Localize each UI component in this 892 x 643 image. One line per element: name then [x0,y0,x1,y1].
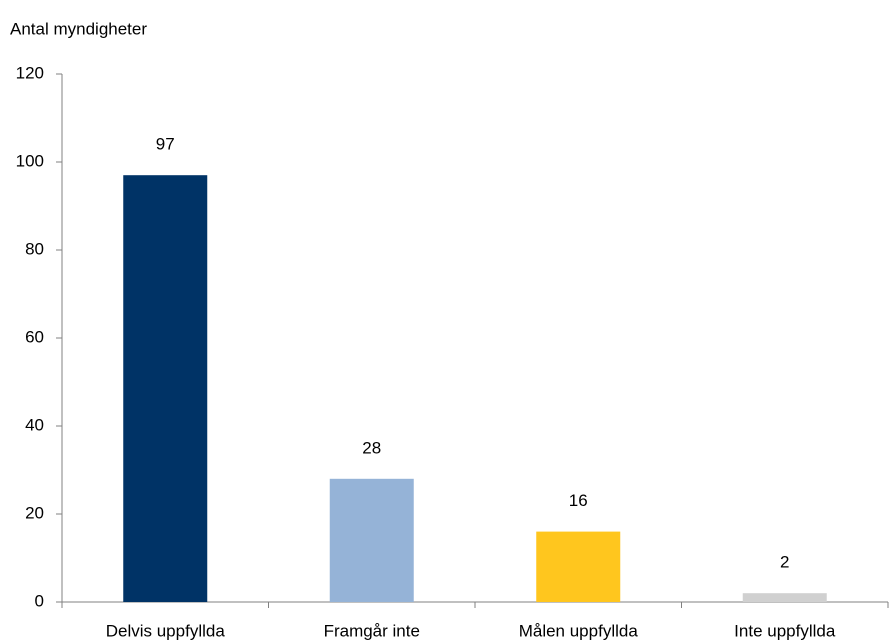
data-label: 97 [156,135,175,154]
x-tick-label: Målen uppfyllda [519,621,639,640]
y-tick-label: 20 [25,503,44,522]
bar [123,175,208,602]
bar [742,593,827,602]
x-tick-label: Framgår inte [324,621,420,640]
data-label: 28 [362,438,381,457]
x-tick-label: Delvis uppfyllda [106,621,226,640]
y-tick-label: 40 [25,415,44,434]
x-tick-label: Inte uppfyllda [734,621,836,640]
y-tick-label: 60 [25,327,44,346]
y-tick-label: 80 [25,239,44,258]
y-axis-label: Antal myndigheter [10,19,147,38]
data-label: 16 [569,491,588,510]
bar [536,531,621,602]
y-tick-label: 0 [35,591,44,610]
y-tick-label: 120 [16,63,44,82]
bar [329,478,414,602]
data-label: 2 [780,553,789,572]
y-tick-label: 100 [16,151,44,170]
